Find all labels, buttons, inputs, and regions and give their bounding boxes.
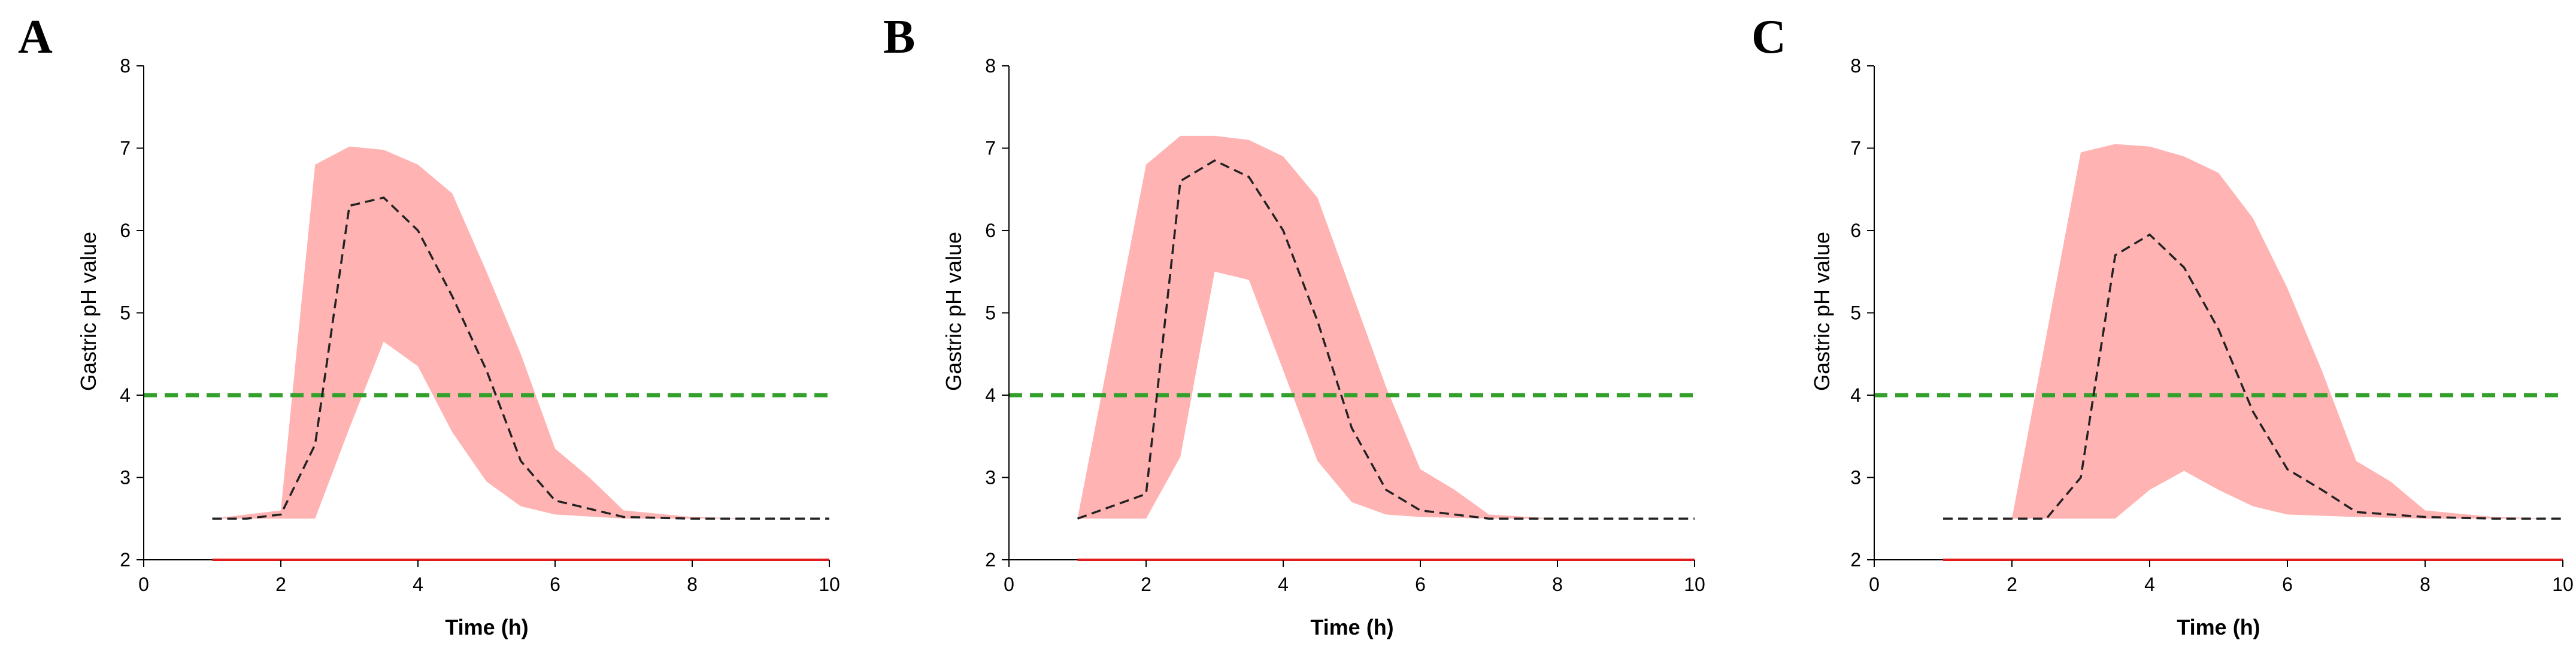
x-tick-label-a-8: 8 xyxy=(687,574,698,595)
confidence-band-c xyxy=(2012,144,2563,519)
y-tick-label-a-5: 5 xyxy=(120,302,131,324)
x-tick-label-b-4: 4 xyxy=(1278,574,1289,595)
y-tick-label-b-3: 3 xyxy=(985,467,996,489)
y-axis-title-c: Gastric pH value xyxy=(1810,232,1834,391)
y-tick-label-b-7: 7 xyxy=(985,138,996,159)
y-tick-label-c-7: 7 xyxy=(1850,138,1861,159)
x-tick-label-b-0: 0 xyxy=(1004,574,1014,595)
y-tick-label-b-5: 5 xyxy=(985,302,996,324)
y-tick-label-b-6: 6 xyxy=(985,220,996,241)
y-tick-label-b-2: 2 xyxy=(985,549,996,571)
x-tick-label-b-2: 2 xyxy=(1141,574,1151,595)
x-tick-label-a-4: 4 xyxy=(413,574,423,595)
panel-label-c: C xyxy=(1751,11,1786,63)
x-axis-title-c: Time (h) xyxy=(2177,615,2260,639)
x-tick-label-a-6: 6 xyxy=(550,574,560,595)
y-tick-label-c-4: 4 xyxy=(1850,384,1861,406)
y-tick-label-c-6: 6 xyxy=(1850,220,1861,241)
x-tick-label-a-2: 2 xyxy=(275,574,286,595)
y-tick-label-c-8: 8 xyxy=(1850,55,1861,77)
y-tick-label-a-2: 2 xyxy=(120,549,131,571)
median-line-b xyxy=(1077,159,1695,520)
x-axis-title-a: Time (h) xyxy=(445,615,528,639)
x-tick-label-c-8: 8 xyxy=(2420,574,2430,595)
y-tick-label-c-5: 5 xyxy=(1850,302,1861,324)
y-tick-label-a-3: 3 xyxy=(120,467,131,489)
y-tick-label-b-8: 8 xyxy=(985,55,996,77)
y-tick-label-c-3: 3 xyxy=(1850,467,1861,489)
y-axis-title-a: Gastric pH value xyxy=(76,232,101,391)
confidence-band-a xyxy=(212,146,829,519)
y-tick-label-a-7: 7 xyxy=(120,138,131,159)
y-tick-label-a-4: 4 xyxy=(120,384,131,406)
x-tick-label-c-0: 0 xyxy=(1869,574,1880,595)
x-tick-label-a-10: 10 xyxy=(819,574,840,595)
x-tick-label-c-10: 10 xyxy=(2552,574,2574,595)
x-tick-label-b-6: 6 xyxy=(1415,574,1426,595)
x-tick-label-b-10: 10 xyxy=(1684,574,1705,595)
x-tick-label-c-2: 2 xyxy=(2007,574,2017,595)
y-tick-label-a-6: 6 xyxy=(120,220,131,241)
panel-label-a: A xyxy=(18,11,53,63)
x-axis-title-b: Time (h) xyxy=(1310,615,1393,639)
y-tick-label-a-8: 8 xyxy=(120,55,131,77)
median-line-a xyxy=(212,196,829,520)
y-axis-title-b: Gastric pH value xyxy=(941,232,966,391)
y-tick-label-c-2: 2 xyxy=(1850,549,1861,571)
x-tick-label-c-4: 4 xyxy=(2144,574,2155,595)
x-tick-label-a-0: 0 xyxy=(138,574,149,595)
x-tick-label-b-8: 8 xyxy=(1552,574,1563,595)
confidence-band-b xyxy=(1077,135,1695,519)
x-tick-label-c-6: 6 xyxy=(2282,574,2293,595)
median-line-c xyxy=(1943,233,2563,520)
panel-label-b: B xyxy=(883,11,915,63)
y-tick-label-b-4: 4 xyxy=(985,384,996,406)
